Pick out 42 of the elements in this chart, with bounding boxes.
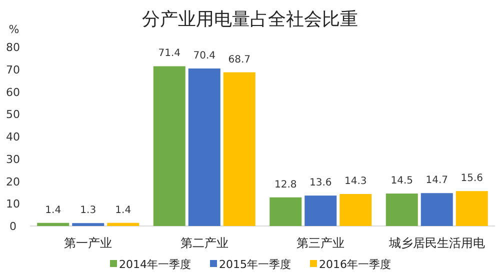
data-label: 1.4 <box>45 204 62 216</box>
bar <box>456 191 488 226</box>
y-tick-label: 30 <box>6 152 20 166</box>
x-tick-label: 第二产业 <box>180 236 228 250</box>
data-label: 71.4 <box>158 48 181 60</box>
data-label: 15.6 <box>460 173 484 184</box>
y-tick-label: 60 <box>6 86 20 99</box>
data-label: 14.7 <box>426 175 448 186</box>
legend-label: 2016年一季度 <box>319 258 391 271</box>
bar <box>188 68 220 226</box>
x-tick-label: 第三产业 <box>296 236 345 250</box>
data-label: 70.4 <box>193 50 216 62</box>
data-label: 12.8 <box>274 179 297 190</box>
data-label: 14.3 <box>344 176 367 188</box>
y-tick-label: 40 <box>6 130 20 144</box>
x-tick-label: 城乡居民生活用电 <box>388 236 485 250</box>
legend-label: 2014年一季度 <box>119 258 191 271</box>
bar <box>340 194 372 226</box>
y-tick-label: 20 <box>6 175 20 188</box>
bar <box>37 222 70 226</box>
data-label: 1.4 <box>115 204 132 216</box>
bar <box>72 223 104 226</box>
x-tick-label: 第一产业 <box>64 236 112 250</box>
y-tick-label: 70 <box>6 63 20 76</box>
data-label: 13.6 <box>309 178 332 189</box>
bar <box>223 72 256 226</box>
bar <box>420 193 453 226</box>
data-label: 14.5 <box>390 176 414 187</box>
y-tick-label: 10 <box>6 198 20 211</box>
bar <box>107 222 140 226</box>
chart-title: 分产业用电量占全社会比重 <box>142 9 358 30</box>
bar <box>270 197 302 226</box>
y-tick-label: 0 <box>10 220 16 233</box>
bar <box>153 66 186 226</box>
y-axis-title: % <box>8 23 20 36</box>
y-tick-label: 50 <box>6 108 20 122</box>
legend-label: 2015年一季度 <box>219 258 291 271</box>
bar <box>304 196 337 226</box>
data-label: 1.3 <box>80 205 96 216</box>
data-label: 68.7 <box>228 54 251 66</box>
y-tick-label: 80 <box>6 41 20 54</box>
bar <box>386 194 418 226</box>
